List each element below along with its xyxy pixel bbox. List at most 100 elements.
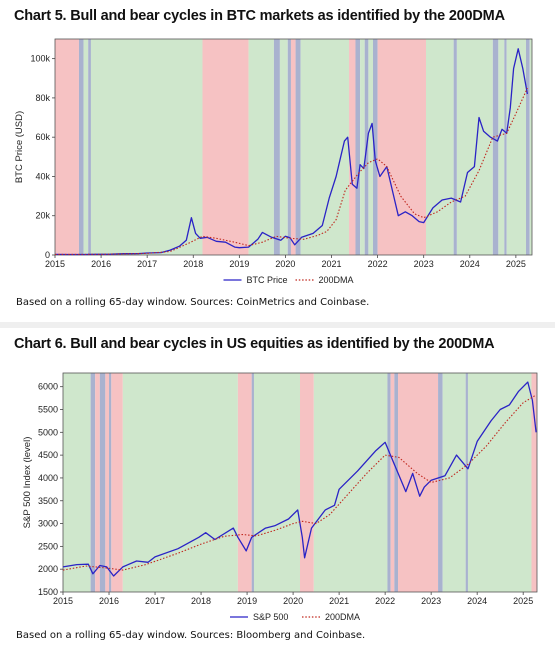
chart5-xtick-label-10: 2025 (506, 259, 526, 269)
chart6-xtick-label-7: 2022 (375, 596, 395, 606)
chart6-regime-bands (63, 373, 537, 592)
chart5-xtick-label-7: 2022 (368, 259, 388, 269)
chart5-regime-bull-20 (426, 39, 454, 255)
chart6-regime-bear-14 (390, 373, 395, 592)
chart5-regime-bull-6 (248, 39, 274, 255)
chart6-regime-bear-4 (105, 373, 110, 592)
chart5-regime-transition-1 (78, 39, 84, 255)
chart6-ytick-label-9: 6000 (38, 382, 58, 392)
chart6-plot-frame (62, 372, 538, 593)
chart6-legend-label-0: S&P 500 (253, 612, 288, 622)
chart5-regime-transition-25 (504, 39, 507, 255)
chart5-xtick-label-0: 2015 (45, 259, 65, 269)
chart5-regime-transition-21 (453, 39, 457, 255)
chart6-ytick-label-2: 2500 (38, 541, 58, 551)
chart5-regime-bull-17 (368, 39, 373, 255)
chart5-regime-bear-13 (349, 39, 356, 255)
chart5-regime-bands (55, 39, 532, 255)
chart6-regime-bull-10 (253, 373, 300, 592)
chart6-regime-transition-19 (465, 373, 468, 592)
chart5-legend-label-1: 200DMA (319, 275, 354, 285)
chart5-ylabel: BTC Price (USD) (14, 111, 25, 183)
chart5-xtick-label-1: 2016 (91, 259, 111, 269)
chart5-regime-transition-3 (88, 39, 91, 255)
chart6-ytick-label-1: 2000 (38, 564, 58, 574)
chart6-ytick-label-4: 3500 (38, 496, 58, 506)
chart6-series-1-line (62, 395, 535, 571)
chart5-regime-transition-9 (287, 39, 291, 255)
chart5-regime-bear-5 (202, 39, 249, 255)
chart6-regime-transition-1 (90, 373, 96, 592)
chart6-title: Chart 6. Bull and bear cycles in US equi… (14, 336, 495, 352)
chart6-xtick-label-3: 2018 (191, 596, 211, 606)
chart6-regime-bull-20 (467, 373, 532, 592)
chart5-series-1-line (54, 87, 528, 256)
chart5-title: Chart 5. Bull and bear cycles in BTC mar… (14, 8, 505, 24)
chart6-panel: Chart 6. Bull and bear cycles in US equi… (0, 328, 555, 651)
chart6-regime-transition-17 (438, 373, 443, 592)
chart5-series-0-line (54, 48, 529, 256)
chart6-ytick-label-5: 4000 (38, 473, 58, 483)
chart5-ytick-label-5: 100k (30, 54, 50, 64)
chart5-regime-bull-12 (300, 39, 350, 255)
panel-divider (0, 322, 555, 328)
chart5-xtick-label-9: 2024 (460, 259, 480, 269)
chart5-regime-bull-15 (360, 39, 365, 255)
chart6-xtick-label-2: 2017 (145, 596, 165, 606)
chart6-regime-bull-0 (63, 373, 91, 592)
chart6-regime-transition-3 (99, 373, 106, 592)
chart5-regime-bull-28 (529, 39, 532, 255)
chart5-regime-bull-8 (279, 39, 288, 255)
chart6-regime-bear-11 (300, 373, 314, 592)
chart5-regime-bull-22 (456, 39, 493, 255)
chart6-ytick-label-0: 1500 (38, 587, 58, 597)
chart5-regime-transition-14 (355, 39, 361, 255)
chart5-regime-transition-23 (492, 39, 499, 255)
chart5-regime-transition-7 (273, 39, 280, 255)
chart5-regime-bull-4 (90, 39, 203, 255)
chart6-ylabel: S&P 500 Index (level) (22, 437, 33, 529)
chart6-regime-bear-6 (111, 373, 123, 592)
chart5-ytick-label-0: 0 (45, 250, 50, 260)
chart6-xtick-label-8: 2023 (421, 596, 441, 606)
chart5-regime-bear-10 (290, 39, 296, 255)
chart5-xtick-label-8: 2023 (414, 259, 434, 269)
chart6-regime-bull-12 (313, 373, 388, 592)
chart5-ytick-label-4: 80k (35, 93, 50, 103)
chart6-regime-bull-7 (122, 373, 238, 592)
chart5-regime-bear-19 (377, 39, 426, 255)
chart6-series-0-line (62, 381, 537, 577)
chart6-xtick-label-9: 2024 (467, 596, 487, 606)
chart6-xtick-label-6: 2021 (329, 596, 349, 606)
chart6-regime-bear-21 (531, 373, 537, 592)
chart5-xtick-label-6: 2021 (322, 259, 342, 269)
chart6-xtick-label-5: 2020 (283, 596, 303, 606)
chart5-xtick-label-3: 2018 (183, 259, 203, 269)
chart5-regime-transition-18 (373, 39, 378, 255)
chart5-plot: 0 20k 40k 60k 80k 100k 2015 2016 2017 2018 2019 202… (14, 38, 533, 285)
chart6-xtick-label-0: 2015 (53, 596, 73, 606)
chart6-regime-bear-8 (237, 373, 252, 592)
chart5-plot-frame (54, 38, 533, 256)
chart6-regime-transition-5 (109, 373, 112, 592)
chart6-regime-transition-13 (387, 373, 391, 592)
chart6-regime-transition-15 (394, 373, 399, 592)
chart6-regime-bull-18 (442, 373, 466, 592)
chart5-regime-bear-0 (55, 39, 79, 255)
chart6-ytick-label-8: 5500 (38, 405, 58, 415)
chart5-xtick-label-2: 2017 (137, 259, 157, 269)
chart5-xtick-label-5: 2020 (275, 259, 295, 269)
chart6-xtick-label-1: 2016 (99, 596, 119, 606)
chart6-regime-bear-2 (95, 373, 100, 592)
chart6-ytick-label-3: 3000 (38, 519, 58, 529)
chart6-plot: 1500 2000 2500 3000 3500 4000 4500 5000 5500 6000… (22, 372, 538, 622)
chart6-ytick-label-7: 5000 (38, 427, 58, 437)
chart6-regime-bear-16 (398, 373, 439, 592)
chart5-source-note: Based on a rolling 65-day window. Source… (16, 297, 370, 308)
chart5-panel: Chart 5. Bull and bear cycles in BTC mar… (0, 0, 555, 322)
chart6-xtick-label-10: 2025 (513, 596, 533, 606)
chart5-ytick-label-2: 40k (35, 171, 50, 181)
chart6-xtick-label-4: 2019 (237, 596, 257, 606)
chart5-regime-bull-24 (498, 39, 505, 255)
chart5-regime-transition-27 (526, 39, 530, 255)
